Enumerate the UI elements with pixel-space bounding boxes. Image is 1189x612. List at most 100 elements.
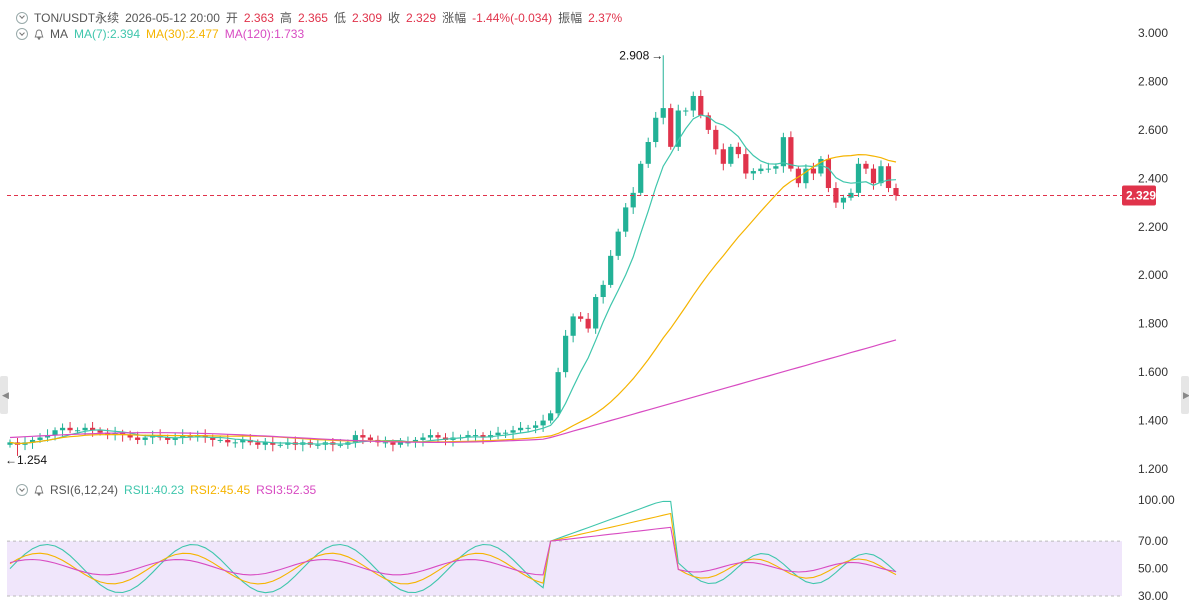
candle-body bbox=[367, 437, 374, 440]
close-value: 2.329 bbox=[406, 10, 437, 25]
candle-body bbox=[773, 166, 779, 169]
candle-body bbox=[683, 110, 689, 112]
candle-body bbox=[502, 432, 509, 434]
candle-body bbox=[232, 442, 238, 444]
candle-body bbox=[472, 435, 479, 437]
candle-body bbox=[532, 425, 539, 428]
last-price-tag-bg bbox=[1122, 185, 1156, 206]
low-value: 2.309 bbox=[351, 10, 383, 25]
candle-body bbox=[818, 158, 824, 174]
scroll-left-handle[interactable]: ◀ bbox=[0, 376, 9, 414]
candle-body bbox=[600, 284, 606, 298]
candle-body bbox=[743, 154, 749, 174]
candle-body bbox=[405, 442, 411, 444]
rsi2-value: RSI2:45.45 bbox=[190, 483, 251, 497]
ma-label: MA bbox=[50, 27, 68, 41]
candle-body bbox=[517, 427, 524, 431]
candle-body bbox=[59, 427, 66, 431]
high-marker: 2.908 bbox=[619, 48, 649, 62]
candle-body bbox=[525, 427, 531, 429]
candle-body bbox=[240, 439, 246, 443]
ma7-value: MA(7):2.394 bbox=[74, 27, 141, 41]
rsi-axis-tick: 70.00 bbox=[1138, 534, 1168, 548]
candle-body bbox=[120, 432, 126, 436]
alert-bell-icon[interactable] bbox=[34, 29, 44, 41]
price-axis-tick: 2.400 bbox=[1138, 171, 1168, 185]
candle-body bbox=[89, 427, 96, 431]
candle-body bbox=[750, 171, 756, 174]
ma30-line bbox=[9, 153, 897, 445]
candle-body bbox=[172, 437, 178, 440]
candle-body bbox=[893, 188, 899, 196]
candle-body bbox=[570, 316, 576, 336]
candle-body bbox=[645, 142, 651, 164]
candle-body bbox=[675, 110, 681, 147]
rsi1-value: RSI1:40.23 bbox=[124, 483, 185, 497]
candle-body bbox=[713, 129, 719, 150]
candle-body bbox=[52, 430, 58, 436]
candle-body bbox=[480, 435, 486, 438]
rsi-collapse-chevron-icon[interactable] bbox=[16, 484, 28, 496]
price-axis-tick: 1.200 bbox=[1138, 462, 1168, 476]
candle-body bbox=[382, 442, 389, 444]
candle-body bbox=[548, 413, 554, 421]
candle-body bbox=[82, 427, 88, 431]
low-marker-arrow: ← bbox=[5, 453, 17, 467]
candle-body bbox=[97, 430, 103, 433]
rsi3-line bbox=[9, 526, 897, 576]
candle-body bbox=[615, 231, 621, 256]
price-axis-tick: 2.000 bbox=[1138, 268, 1168, 282]
candle-body bbox=[735, 146, 741, 155]
candle-body bbox=[878, 166, 884, 184]
candle-body bbox=[127, 435, 133, 438]
candle-body bbox=[74, 430, 81, 432]
rsi-axis-tick: 100.00 bbox=[1138, 493, 1175, 507]
rsi-band bbox=[7, 541, 1122, 596]
ma120-value: MA(120):1.733 bbox=[224, 27, 305, 41]
candle-body bbox=[795, 168, 801, 184]
ma7-line bbox=[9, 114, 897, 445]
candle-body bbox=[585, 318, 591, 329]
high-label: 高 bbox=[279, 11, 292, 25]
change-label: 涨幅 bbox=[442, 11, 467, 25]
open-value: 2.363 bbox=[243, 10, 274, 25]
ma-collapse-chevron-icon[interactable] bbox=[16, 28, 28, 40]
candle-body bbox=[29, 439, 36, 443]
candle-body bbox=[225, 439, 231, 443]
price-axis-tick: 1.400 bbox=[1138, 414, 1168, 428]
candle-body bbox=[855, 163, 862, 193]
rsi-alert-bell-icon[interactable] bbox=[34, 485, 44, 497]
candle-body bbox=[427, 435, 434, 438]
candle-body bbox=[315, 444, 321, 446]
candle-body bbox=[780, 137, 786, 167]
candle-body bbox=[420, 437, 426, 440]
ma30-value: MA(30):2.477 bbox=[146, 27, 219, 41]
candle-body bbox=[810, 168, 817, 174]
ma-legend: MA MA(7):2.394 MA(30):2.477 MA(120):1.73… bbox=[16, 27, 304, 41]
candle-body bbox=[435, 435, 441, 438]
candle-body bbox=[262, 442, 268, 445]
chevron-right-icon: ▶ bbox=[1183, 390, 1189, 400]
high-marker-arrow: → bbox=[651, 48, 663, 62]
candle-body bbox=[720, 149, 726, 164]
candle-body bbox=[510, 430, 516, 433]
low-marker: 1.254 bbox=[17, 453, 47, 467]
candle-body bbox=[255, 442, 261, 445]
rsi3-value: RSI3:52.35 bbox=[256, 483, 317, 497]
amplitude-label: 振幅 bbox=[558, 11, 583, 25]
candle-body bbox=[412, 439, 419, 443]
amplitude-value: 2.37% bbox=[588, 10, 623, 25]
rsi-axis-tick: 50.00 bbox=[1138, 562, 1168, 576]
candle-body bbox=[360, 435, 366, 438]
close-label: 收 bbox=[388, 11, 401, 25]
candle-body bbox=[7, 442, 13, 445]
rsi1-line bbox=[9, 500, 897, 594]
candle-body bbox=[465, 435, 471, 438]
scroll-right-handle[interactable]: ▶ bbox=[1181, 376, 1189, 414]
high-value: 2.365 bbox=[297, 10, 328, 25]
price-axis-tick: 3.000 bbox=[1138, 26, 1168, 40]
collapse-chevron-icon[interactable] bbox=[16, 11, 28, 24]
datetime-label: 2026-05-12 20:00 bbox=[125, 10, 220, 25]
